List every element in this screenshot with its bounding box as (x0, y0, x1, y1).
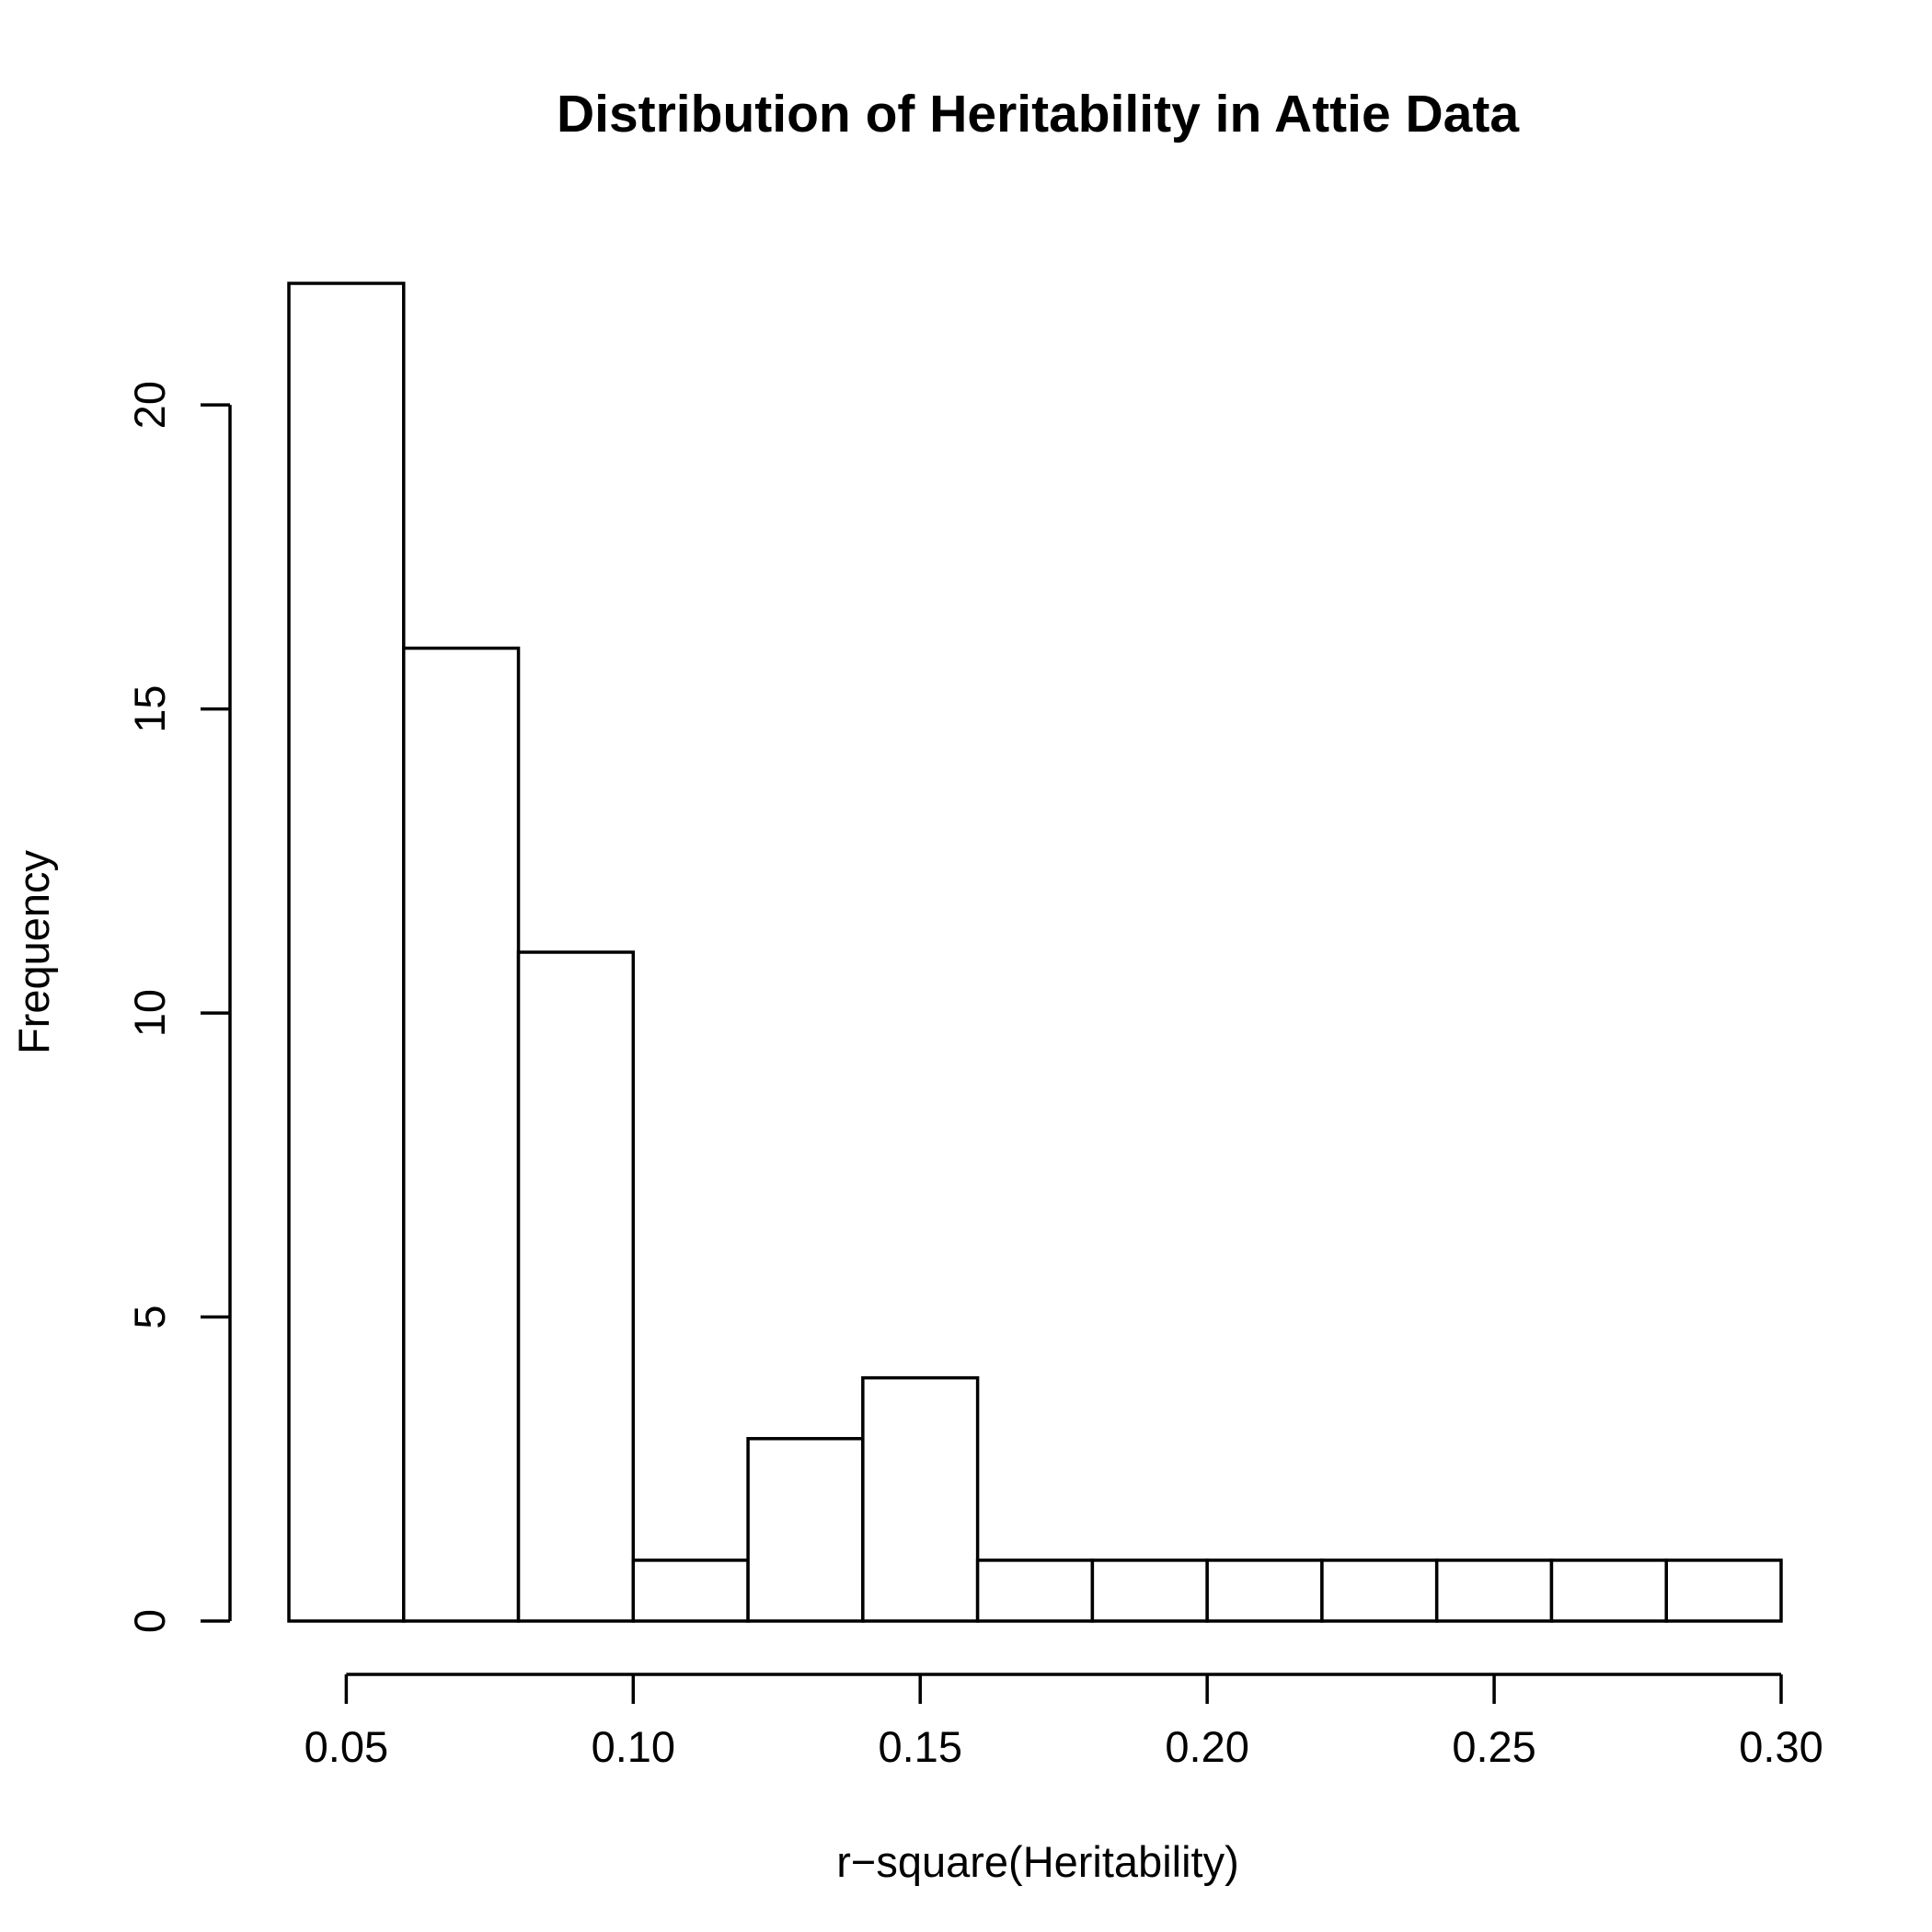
x-tick-label: 0.25 (1452, 1722, 1535, 1771)
histogram-bar (402, 646, 521, 1623)
x-tick-label: 0.30 (1739, 1722, 1823, 1771)
y-tick-label: 0 (125, 1609, 174, 1633)
bars-group (287, 282, 1783, 1623)
x-tick-label: 0.15 (878, 1722, 961, 1771)
y-axis: 0 5 10 15 20 (125, 381, 232, 1633)
x-axis: 0.05 0.10 0.15 0.20 0.25 0.30 (305, 1673, 1823, 1771)
chart-title: Distribution of Heritability in Attie Da… (557, 85, 1520, 144)
y-tick-label: 20 (125, 381, 174, 429)
y-tick-label: 5 (125, 1305, 174, 1328)
histogram-bar (1320, 1558, 1439, 1623)
histogram-bar (1664, 1558, 1783, 1623)
y-tick-label: 10 (125, 989, 174, 1037)
x-axis-label: r−square(Heritability) (836, 1837, 1239, 1886)
histogram-bar (975, 1558, 1095, 1623)
x-tick-label: 0.20 (1165, 1722, 1248, 1771)
histogram-bar (1090, 1558, 1209, 1623)
histogram-bar (516, 950, 636, 1623)
histogram-bar (287, 282, 406, 1623)
y-axis-label: Frequency (9, 849, 58, 1054)
histogram-bar (746, 1436, 865, 1623)
histogram-bar (861, 1375, 980, 1623)
histogram-bar (1434, 1558, 1554, 1623)
y-tick-label: 15 (125, 684, 174, 732)
x-tick-label: 0.10 (592, 1722, 675, 1771)
histogram-bar (1549, 1558, 1668, 1623)
x-tick-label: 0.05 (305, 1722, 388, 1771)
histogram-bar (1205, 1558, 1324, 1623)
histogram-bar (631, 1558, 750, 1623)
